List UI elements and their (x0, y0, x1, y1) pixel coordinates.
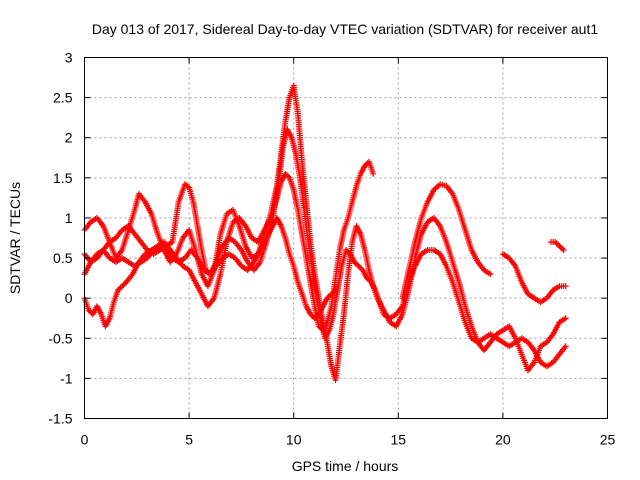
y-tick-label: -1 (60, 370, 73, 386)
chart-title: Day 013 of 2017, Sidereal Day-to-day VTE… (92, 21, 599, 37)
data-point (354, 261, 361, 268)
data-point (114, 287, 121, 294)
data-point (562, 343, 569, 350)
data-point (559, 245, 566, 252)
x-tick-label: 0 (81, 432, 89, 448)
series-sat-e (399, 181, 494, 302)
data-point (116, 285, 123, 292)
data-point (326, 292, 333, 299)
data-point (554, 241, 561, 248)
data-point (344, 248, 351, 255)
data-point (313, 313, 320, 320)
y-tick-label: 1.5 (53, 170, 73, 186)
data-point (552, 239, 559, 246)
data-point (328, 291, 335, 298)
series-sat-c (81, 158, 377, 334)
data-point (308, 312, 315, 319)
y-tick-label: 1 (65, 210, 73, 226)
data-point (325, 293, 332, 300)
data-point (356, 264, 363, 271)
data-point (184, 183, 191, 190)
y-tick-label: 0 (65, 290, 73, 306)
data-point (121, 280, 128, 287)
data-point (311, 315, 318, 322)
y-axis: -1.5 -1 -0.5 0 0.5 1 1.5 2 2.5 3 (48, 50, 608, 427)
series-sat-g (548, 239, 567, 254)
plot-frame (84, 57, 608, 419)
data-point (282, 170, 289, 177)
series-sat-f (499, 251, 569, 306)
data-point (363, 161, 370, 168)
x-tick-label: 10 (286, 432, 302, 448)
data-point (120, 281, 127, 288)
grid-lines (84, 57, 608, 419)
data-point (352, 260, 359, 267)
y-axis-label: SDTVAR / TECUs (7, 182, 23, 294)
data-point (560, 247, 567, 254)
x-axis: 0 5 10 15 20 25 (81, 57, 616, 448)
x-tick-label: 15 (391, 432, 407, 448)
data-point (553, 240, 560, 247)
x-axis-label: GPS time / hours (292, 458, 399, 474)
data-point (361, 162, 368, 169)
data-point (365, 276, 372, 283)
y-tick-label: -0.5 (48, 330, 72, 346)
data-point (556, 243, 563, 250)
series-sat-d (81, 214, 339, 322)
x-tick-label: 5 (185, 432, 193, 448)
y-tick-label: 3 (65, 50, 73, 66)
data-point (119, 283, 126, 290)
data-point (85, 307, 92, 314)
data-point (562, 283, 569, 290)
x-tick-label: 25 (600, 432, 616, 448)
data-point (331, 288, 338, 295)
data-point (307, 311, 314, 318)
data-point (117, 284, 124, 291)
data-point (557, 244, 564, 251)
y-tick-label: 2.5 (53, 90, 73, 106)
y-tick-label: 2 (65, 130, 73, 146)
x-tick-label: 20 (495, 432, 511, 448)
data-point (329, 289, 336, 296)
data-point (343, 247, 349, 254)
y-tick-label: 0.5 (53, 250, 73, 266)
data-point (562, 315, 569, 322)
data-point (285, 173, 292, 180)
data-point (363, 275, 370, 282)
data-point (315, 323, 322, 330)
data-point (370, 170, 377, 177)
data-points (81, 82, 569, 383)
data-point (283, 172, 290, 179)
y-tick-label: -1.5 (48, 411, 72, 427)
data-point (351, 259, 358, 266)
data-point (324, 295, 331, 302)
data-point (332, 287, 339, 294)
data-point (487, 271, 494, 278)
data-point (355, 263, 362, 270)
